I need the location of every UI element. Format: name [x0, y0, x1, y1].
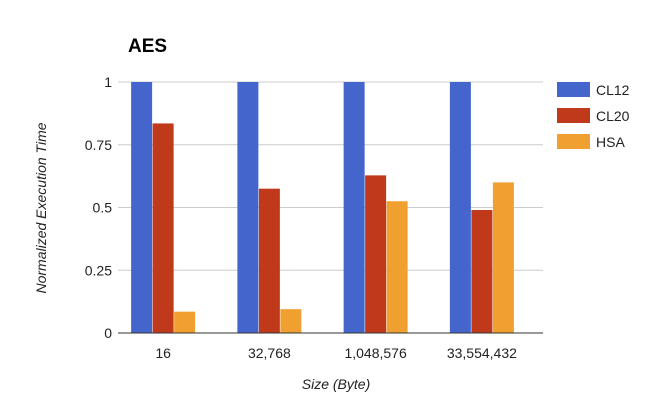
bars	[131, 82, 514, 333]
y-tick-label: 1	[104, 74, 112, 90]
legend: CL12 CL20 HSA	[557, 82, 630, 150]
x-axis-label: Size (Byte)	[302, 376, 370, 392]
y-axis-ticks: 0 0.25 0.5 0.75 1	[85, 74, 112, 341]
bar-cl20-1	[258, 188, 280, 333]
bar-cl20-0	[152, 123, 174, 333]
y-axis-label: Normalized Execution Time	[33, 122, 49, 293]
bar-cl12-0	[131, 82, 153, 333]
x-tick-label: 1,048,576	[344, 345, 406, 361]
x-tick-label: 16	[155, 345, 171, 361]
bar-cl12-2	[343, 82, 365, 333]
y-tick-label: 0.25	[85, 262, 112, 278]
legend-swatch-cl12	[557, 82, 590, 97]
legend-swatch-cl20	[557, 108, 590, 123]
bar-hsa-0	[174, 311, 196, 333]
y-tick-label: 0.5	[93, 200, 113, 216]
bar-cl12-3	[449, 82, 471, 333]
x-tick-label: 33,554,432	[447, 345, 517, 361]
y-tick-label: 0.75	[85, 137, 112, 153]
legend-label-cl20: CL20	[596, 108, 630, 124]
bar-cl20-2	[365, 175, 387, 333]
bar-hsa-1	[280, 309, 302, 333]
chart-title: AES	[128, 36, 167, 57]
legend-label-hsa: HSA	[596, 134, 625, 150]
legend-label-cl12: CL12	[596, 82, 630, 98]
legend-swatch-hsa	[557, 134, 590, 149]
x-axis-ticks: 16 32,768 1,048,576 33,554,432	[155, 345, 517, 361]
bar-cl12-1	[237, 82, 259, 333]
bar-hsa-2	[386, 201, 408, 333]
bar-cl20-3	[471, 210, 493, 333]
x-tick-label: 32,768	[248, 345, 291, 361]
bar-hsa-3	[492, 182, 514, 333]
y-tick-label: 0	[104, 325, 112, 341]
